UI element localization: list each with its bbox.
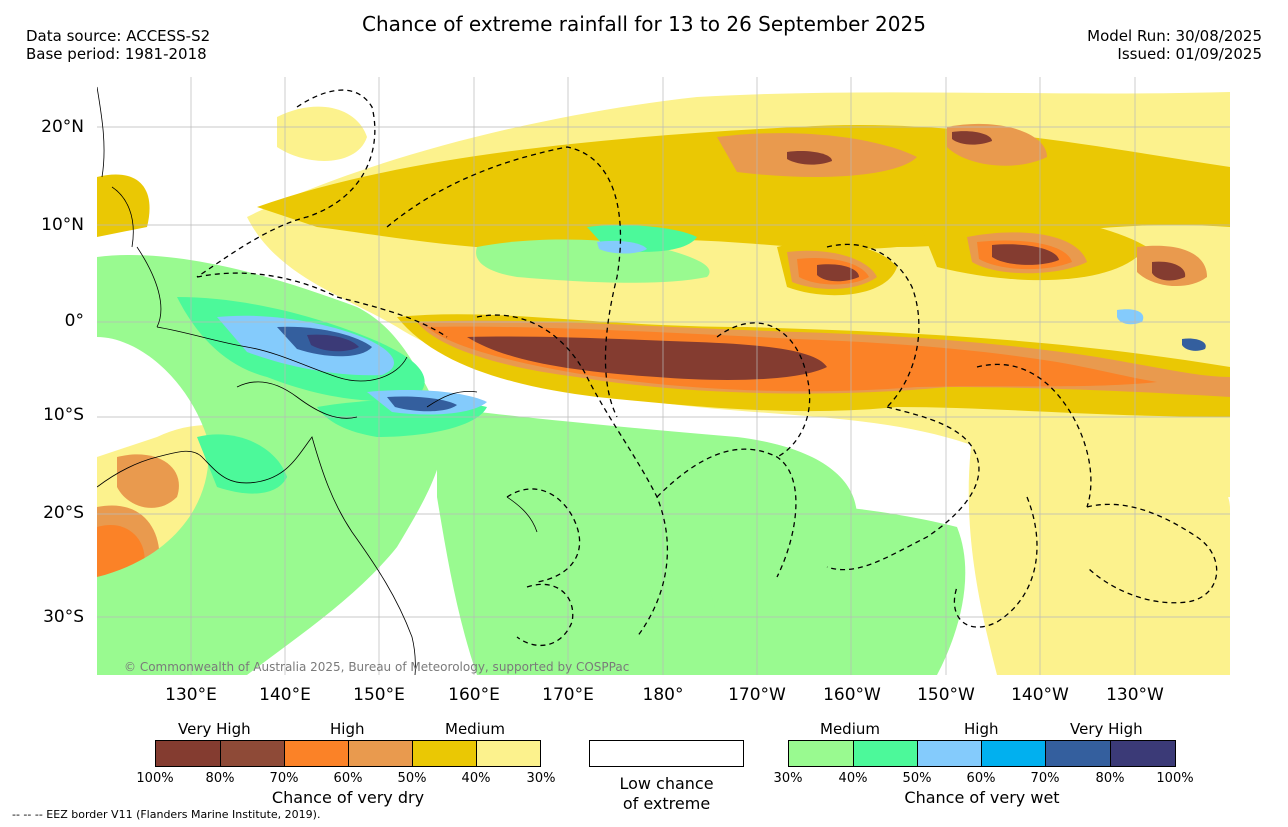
copyright-credit: © Commonwealth of Australia 2025, Bureau…: [124, 660, 630, 674]
neutral-line-1: Low chance: [619, 774, 714, 793]
wet-extreme-regions: [307, 334, 359, 352]
dry-swatch-3: [284, 740, 349, 767]
gridlines: [97, 77, 1230, 675]
wet-tick-70: 70%: [1030, 771, 1060, 786]
wet-tick-40: 40%: [838, 771, 868, 786]
lon-label-130w: 130°W: [1106, 685, 1164, 705]
wet-swatch-5: [1045, 740, 1111, 767]
rainfall-map: [97, 77, 1230, 675]
wet-header-medium: Medium: [820, 720, 880, 738]
neutral-swatch: [589, 740, 744, 767]
wet-swatch-2: [853, 740, 918, 767]
issued-text: Issued: 01/09/2025: [1117, 45, 1262, 63]
model-run-text: Model Run: 30/08/2025: [1087, 27, 1262, 45]
lon-label-170w: 170°W: [728, 685, 786, 705]
dry-tick-60: 60%: [333, 771, 363, 786]
lat-label-10s: 10°S: [43, 405, 84, 425]
dry-legend-title: Chance of very dry: [271, 788, 425, 807]
lon-label-140w: 140°W: [1011, 685, 1069, 705]
lat-label-20n: 20°N: [41, 117, 84, 137]
dry-swatch-6: [476, 740, 541, 767]
wet-legend-title: Chance of very wet: [904, 788, 1060, 807]
map-title: Chance of extreme rainfall for 13 to 26 …: [362, 12, 926, 36]
dry-swatch-4: [348, 740, 413, 767]
neutral-legend-label: Low chance of extreme: [589, 774, 744, 814]
dry-header-very-high: Very High: [178, 720, 251, 738]
dry-tick-50: 50%: [397, 771, 427, 786]
lon-label-160e: 160°E: [448, 685, 500, 705]
wet-swatch-1: [788, 740, 854, 767]
lon-label-140e: 140°E: [259, 685, 311, 705]
dry-swatch-1: [155, 740, 221, 767]
wet-tick-80: 80%: [1095, 771, 1125, 786]
wet-swatch-3: [917, 740, 982, 767]
dry-tick-100: 100%: [136, 771, 174, 786]
dry-tick-40: 40%: [461, 771, 491, 786]
dry-tick-70: 70%: [269, 771, 299, 786]
wet-header-high: High: [964, 720, 999, 738]
wet-tick-30: 30%: [773, 771, 803, 786]
dry-very-high-regions: [467, 131, 1186, 380]
lon-label-150e: 150°E: [353, 685, 405, 705]
dry-tick-80: 80%: [205, 771, 235, 786]
wet-swatch-4: [981, 740, 1046, 767]
lat-label-30s: 30°S: [43, 607, 84, 627]
lon-label-160w: 160°W: [823, 685, 881, 705]
wet-tick-60: 60%: [966, 771, 996, 786]
lon-label-130e: 130°E: [165, 685, 217, 705]
run-info: Model Run: 30/08/2025 Issued: 01/09/2025: [1087, 27, 1262, 63]
coastlines: [97, 86, 538, 675]
eez-borders: [196, 89, 1218, 646]
neutral-line-2: of extreme: [622, 794, 711, 813]
base-period-text: Base period: 1981-2018: [26, 45, 207, 63]
wet-header-very-high: Very High: [1070, 720, 1143, 738]
wet-tick-50: 50%: [902, 771, 932, 786]
wet-tick-100: 100%: [1156, 771, 1194, 786]
lon-label-180: 180°: [642, 685, 684, 705]
dry-swatch-2: [220, 740, 285, 767]
dry-tick-30: 30%: [526, 771, 556, 786]
lon-label-170e: 170°E: [542, 685, 594, 705]
source-info: Data source: ACCESS-S2 Base period: 1981…: [26, 27, 210, 63]
wet-swatch-6: [1110, 740, 1176, 767]
lat-label-10n: 10°N: [41, 215, 84, 235]
lon-label-150w: 150°W: [917, 685, 975, 705]
lat-label-20s: 20°S: [43, 503, 84, 523]
lat-label-equator: 0°: [64, 311, 84, 331]
dry-swatch-5: [412, 740, 477, 767]
dry-header-high: High: [330, 720, 365, 738]
map-canvas: [97, 77, 1230, 675]
eez-footnote: -- -- -- EEZ border V11 (Flanders Marine…: [12, 808, 321, 821]
data-source-text: Data source: ACCESS-S2: [26, 27, 211, 45]
dry-header-medium: Medium: [445, 720, 505, 738]
